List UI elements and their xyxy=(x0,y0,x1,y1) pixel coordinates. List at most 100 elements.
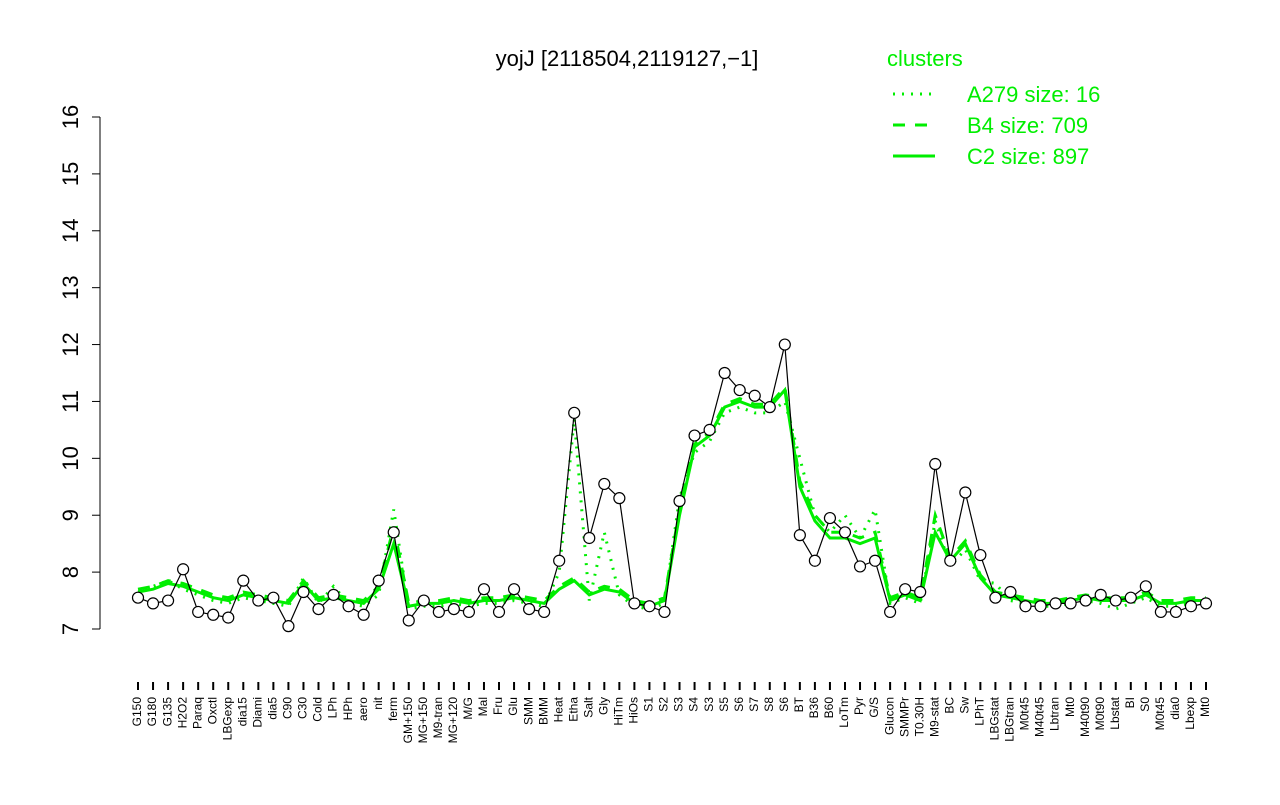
x-tick-label: M/G xyxy=(461,697,475,720)
data-point xyxy=(1139,580,1152,593)
x-tick-label: Salt xyxy=(581,696,595,717)
data-point xyxy=(312,602,325,616)
x-tick-label: Mal xyxy=(476,697,490,716)
data-point xyxy=(1199,597,1213,610)
data-point xyxy=(763,401,776,414)
data-point xyxy=(462,605,476,619)
data-point xyxy=(703,423,716,436)
data-point xyxy=(538,605,551,619)
data-point xyxy=(1049,597,1062,610)
data-point xyxy=(1019,600,1032,613)
data-point xyxy=(778,338,791,351)
x-tick-label: LBGstat xyxy=(988,696,1002,740)
x-tick-label: Mt0 xyxy=(1198,697,1212,717)
legend-title: clusters xyxy=(887,46,963,71)
data-point xyxy=(402,614,415,627)
x-tick-label: S7 xyxy=(747,697,761,712)
x-tick-label: G/S xyxy=(867,697,881,718)
x-tick-label: LPhT xyxy=(973,696,987,725)
x-tick-label: S2 xyxy=(657,697,671,712)
y-tick-label: 10 xyxy=(58,446,83,470)
x-tick-label: GM+150 xyxy=(401,697,415,744)
data-point xyxy=(658,605,671,619)
data-point xyxy=(959,486,972,499)
x-tick-label: S5 xyxy=(717,697,731,712)
y-tick-label: 7 xyxy=(58,623,83,635)
x-tick-label: ferm xyxy=(386,697,400,721)
legend-label: B4 size: 709 xyxy=(967,113,1088,138)
x-tick-label: HPh xyxy=(341,697,355,720)
data-point xyxy=(899,583,912,596)
data-point xyxy=(793,529,806,542)
x-tick-label: S6 xyxy=(777,697,791,712)
data-point xyxy=(237,574,250,587)
cluster-line xyxy=(137,383,1206,606)
data-point xyxy=(357,608,370,621)
data-point xyxy=(146,597,160,610)
x-tick-label: HiTm xyxy=(612,697,626,726)
x-tick-label: LPh xyxy=(326,697,340,718)
x-tick-label: C90 xyxy=(281,697,295,719)
data-point xyxy=(613,492,626,505)
data-point xyxy=(492,605,506,619)
x-tick-label: nit xyxy=(371,696,385,709)
data-point xyxy=(207,608,220,621)
x-tick-label: M40t45 xyxy=(1033,697,1047,737)
x-tick-label: Gly xyxy=(596,697,610,715)
x-tick-label: M0t45 xyxy=(1018,697,1032,731)
x-tick-label: Mt0 xyxy=(1063,697,1077,717)
data-point xyxy=(823,511,837,525)
data-point xyxy=(372,574,385,587)
data-point xyxy=(974,548,987,562)
x-tick-label: B36 xyxy=(807,697,821,719)
data-point xyxy=(327,588,340,601)
data-point xyxy=(387,526,400,539)
x-tick-label: Lbexp xyxy=(1183,697,1197,730)
data-point xyxy=(267,591,280,604)
y-tick-label: 9 xyxy=(58,509,83,521)
data-point xyxy=(673,494,686,508)
data-point xyxy=(417,594,430,607)
y-tick-label: 15 xyxy=(58,162,83,186)
x-tick-label: M0t90 xyxy=(1093,697,1107,731)
x-tick-label: T0.30H xyxy=(912,697,926,736)
data-point xyxy=(989,591,1002,604)
x-tick-label: Heat xyxy=(551,696,565,722)
data-point xyxy=(507,583,521,596)
data-point xyxy=(1124,591,1137,604)
data-point xyxy=(342,600,355,613)
data-point xyxy=(252,594,265,607)
x-tick-label: Etha xyxy=(566,697,580,722)
data-point xyxy=(568,406,581,419)
data-point xyxy=(628,597,641,610)
data-point xyxy=(447,602,460,616)
x-tick-label: dia5 xyxy=(266,697,280,720)
x-tick-label: LoTm xyxy=(837,697,851,728)
data-point xyxy=(432,605,445,619)
x-tick-label: LBGexp xyxy=(220,697,234,741)
x-tick-label: dia0 xyxy=(1168,697,1182,720)
cluster-line xyxy=(137,386,1206,608)
x-tick-label: M40t90 xyxy=(1078,697,1092,737)
data-point xyxy=(282,620,295,633)
y-tick-label: 12 xyxy=(58,332,83,356)
data-point xyxy=(1064,597,1077,610)
x-tick-label: S6 xyxy=(732,697,746,712)
x-tick-label: Paraq xyxy=(190,697,204,729)
x-tick-label: G135 xyxy=(160,697,174,727)
data-point xyxy=(131,591,145,604)
x-tick-label: Glucon xyxy=(882,697,896,735)
x-tick-label: Glu xyxy=(506,697,520,716)
x-tick-label: SMMPr xyxy=(897,697,911,737)
y-tick-label: 14 xyxy=(58,219,83,243)
x-tick-label: BC xyxy=(942,697,956,714)
data-point xyxy=(733,383,746,397)
x-tick-label: MG+120 xyxy=(446,697,460,744)
x-tick-label: Diami xyxy=(251,697,265,728)
data-point xyxy=(838,526,852,539)
x-tick-label: M9-stat xyxy=(927,696,941,737)
x-tick-label: S3 xyxy=(702,697,716,712)
data-point xyxy=(929,457,942,471)
x-tick-label: Cold xyxy=(311,697,325,722)
data-point xyxy=(192,605,205,619)
